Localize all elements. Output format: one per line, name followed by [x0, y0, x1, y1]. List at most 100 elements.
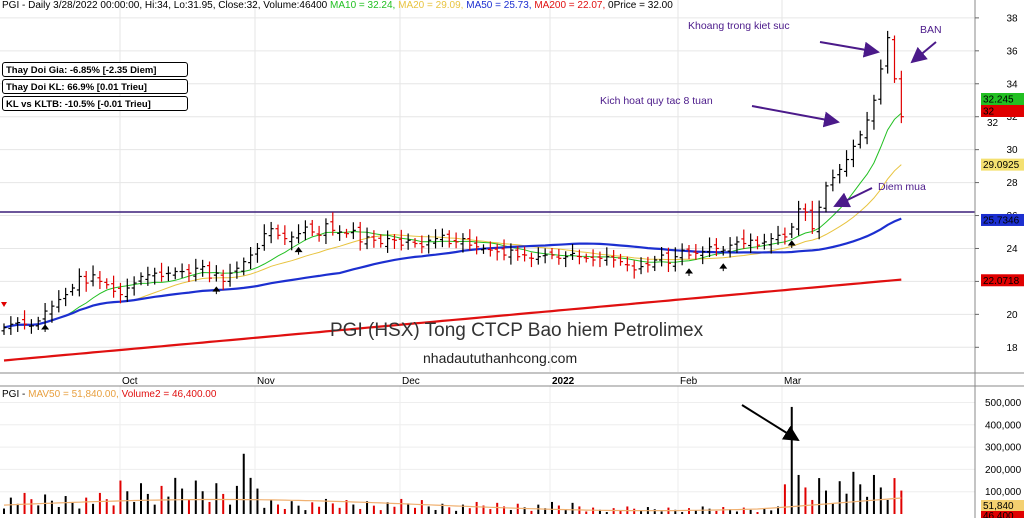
arrow-eight-week: [751, 105, 840, 128]
volume-bar: [694, 510, 697, 514]
volume-header-mav50: MAV50 = 51,840.00,: [28, 389, 119, 400]
volume-bar: [879, 487, 882, 514]
volume-bar: [886, 499, 889, 514]
volume-bars: [3, 406, 903, 514]
price-tick-label: 20: [1006, 310, 1018, 321]
stat-volume-vs-avg: KL vs KLTB: -10.5% [-0.01 Trieu]: [2, 96, 188, 111]
volume-bar: [105, 499, 108, 514]
month-label: Mar: [784, 376, 802, 387]
volume-header-vol: Volume2 = 46,400.00: [121, 389, 217, 400]
volume-bar: [222, 493, 225, 514]
header-ma20: MA20 = 29.09,: [398, 0, 464, 11]
ma50-line: [3, 217, 902, 329]
volume-bar: [571, 502, 574, 514]
volume-bar: [708, 508, 711, 514]
volume-bar: [359, 508, 362, 514]
volume-bar: [866, 496, 869, 514]
volume-bar: [263, 507, 266, 514]
volume-bar: [181, 488, 184, 514]
last-price-label: 32: [987, 118, 999, 129]
volume-header-sep: -: [19, 389, 29, 400]
volume-bar: [270, 500, 273, 514]
stat-volume-change: Thay Doi KL: 66.9% [0.01 Trieu]: [2, 79, 188, 94]
volume-bar: [400, 498, 403, 514]
volume-bar: [523, 507, 526, 514]
price-tick-label: 36: [1006, 46, 1018, 57]
volume-bar: [112, 505, 115, 514]
volume-tick-label: 400,000: [985, 420, 1022, 431]
volume-tick-label: 300,000: [985, 443, 1022, 454]
ma20-tag: 29.0925: [983, 160, 1020, 171]
volume-bar: [318, 506, 321, 514]
volume-bar: [16, 503, 19, 514]
volume-bar: [174, 477, 177, 514]
volume-bar: [749, 509, 752, 514]
volume-bar: [825, 490, 827, 514]
volume-bar: [9, 497, 12, 514]
volume-bar: [777, 506, 780, 514]
volume-bar: [783, 484, 786, 514]
volume-bar: [681, 512, 684, 514]
volume-bar: [393, 506, 396, 514]
annotation-exhaustion-gap: Khoang trong kiet suc: [688, 20, 790, 32]
volume-bar: [831, 503, 834, 514]
volume-bar: [804, 487, 807, 514]
vol-tag: 46,400: [983, 511, 1014, 518]
annotation-eight-week-rule: Kich hoat quy tac 8 tuan: [600, 95, 713, 107]
volume-bar: [324, 498, 327, 514]
volume-bar: [420, 500, 423, 514]
volume-bar: [845, 493, 848, 514]
volume-tick-label: 200,000: [985, 465, 1022, 476]
volume-bar: [811, 499, 814, 514]
volume-bar: [331, 503, 334, 514]
volume-bar: [201, 491, 204, 514]
volume-bar: [85, 497, 88, 514]
volume-bar: [119, 480, 122, 514]
stat-price-change: Thay Doi Gia: -6.85% [-2.35 Diem]: [2, 62, 188, 77]
volume-bar: [468, 508, 471, 514]
annotation-arrows: [1, 41, 937, 442]
volume-bar: [530, 510, 533, 514]
watermark-title: PGI (HSX) Tong CTCP Bao hiem Petrolimex: [330, 320, 704, 341]
price-tick-label: 28: [1006, 178, 1018, 189]
month-label: 2022: [552, 376, 575, 387]
volume-bar: [44, 494, 47, 514]
volume-bar: [146, 493, 149, 514]
volume-bar: [653, 509, 656, 514]
volume-bar: [455, 510, 458, 514]
watermark-site: nhadaututhanhcong.com: [423, 350, 578, 366]
moving-averages: [3, 112, 902, 362]
volume-bar: [194, 480, 197, 514]
volume-bar: [379, 510, 382, 514]
volume-bar: [167, 496, 170, 514]
volume-bar: [249, 477, 252, 514]
ma10-tag-bg: [981, 93, 1024, 105]
volume-bar: [297, 505, 300, 514]
volume-bar: [30, 499, 33, 514]
volume-bar: [509, 509, 512, 514]
volume-bar: [208, 501, 211, 514]
volume-bar: [290, 501, 293, 514]
volume-bar: [859, 484, 862, 514]
volume-bar: [790, 406, 793, 514]
volume-bar: [338, 507, 341, 514]
volume-bar: [126, 491, 129, 514]
volume-bar: [187, 499, 190, 514]
ma200-line: [3, 278, 902, 362]
mav50-tag-bg: [981, 500, 1024, 511]
volume-bar: [605, 512, 608, 514]
volume-bar: [640, 510, 643, 514]
arrow-volume-peak: [741, 404, 800, 442]
month-label: Dec: [402, 376, 420, 387]
volume-bar: [366, 501, 369, 514]
volume-bar: [722, 507, 725, 514]
header-symbol: PGI: [2, 0, 20, 11]
volume-bar: [153, 504, 156, 514]
annotation-sell: BAN: [920, 24, 942, 36]
ma10-line: [3, 112, 902, 328]
volume-bar: [407, 503, 410, 514]
volume-bar: [92, 503, 95, 514]
volume-bar: [277, 504, 279, 514]
volume-bar: [133, 501, 136, 514]
